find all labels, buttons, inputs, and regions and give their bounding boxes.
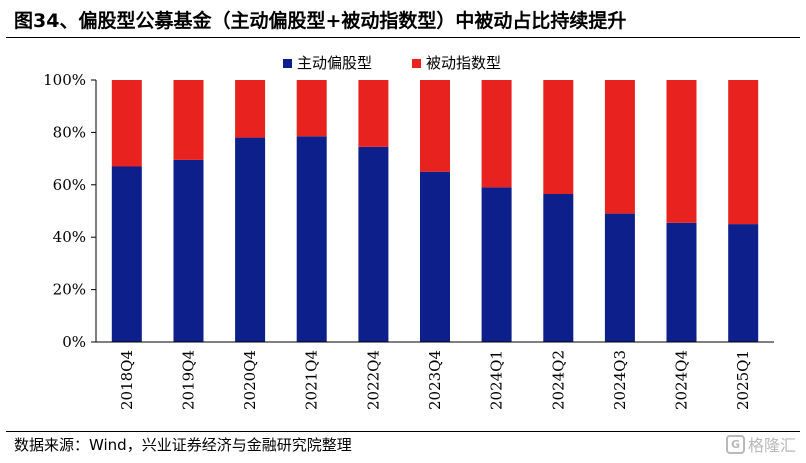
chart-axes: 2018Q4 2019Q4 2020Q4 2021Q4 2022Q4 2023Q4 2024… (43, 71, 774, 410)
bar-passive-2025Q1 (728, 80, 759, 225)
bar-passive-2024Q3 (604, 80, 635, 214)
stacked-bar-chart: 主动偏股型 被动指数型 2018Q4 2019Q4 2020Q4 2021Q4 2022Q… (43, 54, 774, 410)
bar-active-2023Q4 (420, 171, 450, 342)
x-tick-label: 2022Q4 (364, 350, 382, 410)
bar-passive-2018Q4 (111, 80, 142, 167)
y-tick-label: 60% (53, 176, 86, 194)
bar-active-2025Q1 (728, 224, 759, 342)
bar-passive-2020Q4 (235, 80, 266, 138)
title-divider (6, 37, 800, 38)
y-tick-label: 0% (62, 333, 86, 351)
x-tick-label: 2024Q3 (611, 350, 629, 410)
legend-label: 主动偏股型 (297, 54, 372, 72)
bar-active-2024Q3 (604, 213, 635, 342)
x-tick-label: 2021Q4 (303, 350, 321, 410)
watermark-logo-icon: G (725, 434, 745, 454)
chart-legend: 主动偏股型 被动指数型 (283, 54, 501, 72)
bar-active-2022Q4 (358, 146, 389, 342)
x-tick-label: 2020Q4 (241, 350, 259, 410)
source-note: 数据来源：Wind，兴业证券经济与金融研究院整理 (14, 436, 352, 454)
legend-label: 被动指数型 (426, 54, 501, 72)
bar-active-2018Q4 (111, 166, 142, 342)
x-tick-label: 2023Q4 (426, 350, 444, 410)
bar-active-2020Q4 (235, 137, 266, 342)
bar-active-2024Q2 (543, 194, 574, 342)
watermark: G 格隆汇 (725, 432, 796, 456)
footer-divider (6, 431, 800, 432)
y-tick-label: 100% (43, 71, 86, 89)
bar-passive-2024Q1 (481, 80, 512, 188)
y-tick-label: 40% (53, 228, 86, 246)
bar-group (111, 80, 759, 342)
bar-active-2024Q1 (481, 187, 512, 342)
y-tick-label: 80% (53, 123, 86, 141)
legend-swatch (412, 59, 421, 68)
legend-swatch (283, 59, 292, 68)
bar-active-2024Q4 (666, 222, 697, 342)
x-tick-label: 2024Q2 (549, 350, 567, 410)
x-tick-label: 2025Q1 (734, 350, 752, 410)
bar-passive-2023Q4 (420, 80, 450, 172)
x-tick-label: 2024Q4 (673, 350, 691, 410)
bar-passive-2022Q4 (358, 80, 389, 147)
x-tick-label: 2019Q4 (180, 350, 198, 410)
bar-active-2019Q4 (173, 159, 204, 342)
y-tick-label: 20% (53, 281, 86, 299)
bar-passive-2024Q2 (543, 80, 574, 194)
bar-active-2021Q4 (296, 136, 327, 342)
x-tick-label: 2024Q1 (488, 350, 506, 410)
bar-passive-2019Q4 (173, 80, 204, 160)
bar-passive-2024Q4 (666, 80, 697, 223)
bar-passive-2021Q4 (296, 80, 327, 137)
page-title: 图34、偏股型公募基金（主动偏股型+被动指数型）中被动占比持续提升 (14, 10, 627, 32)
watermark-text: 格隆汇 (747, 436, 796, 455)
x-tick-label: 2018Q4 (118, 350, 136, 410)
